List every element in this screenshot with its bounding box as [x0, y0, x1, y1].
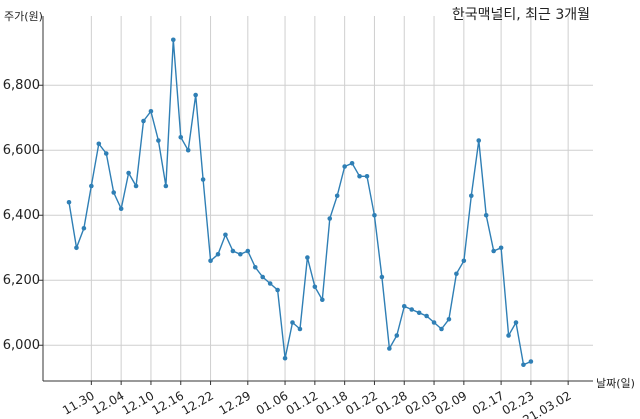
y-tick-label: 6,800 [3, 78, 40, 93]
data-point [148, 108, 154, 114]
data-point [521, 362, 526, 368]
data-point [111, 190, 116, 195]
data-point [230, 248, 236, 254]
data-point [305, 255, 310, 260]
data-point [491, 248, 496, 254]
data-point [506, 333, 511, 338]
data-point [334, 193, 340, 199]
data-point [394, 333, 400, 338]
x-tick-label: 02.17 [470, 388, 507, 417]
x-axis-label: 날짜(일) [596, 376, 635, 390]
data-point [238, 251, 243, 257]
data-point [245, 248, 251, 254]
data-point [469, 193, 474, 199]
data-point [461, 258, 467, 264]
y-axis-label: 주가(원) [4, 10, 43, 23]
data-point [387, 346, 392, 351]
data-point [185, 147, 191, 153]
data-point [513, 320, 519, 325]
data-point [282, 355, 288, 361]
data-point [223, 232, 228, 238]
data-point [312, 284, 318, 290]
data-point [290, 320, 295, 325]
x-tick-label: 11.30 [60, 388, 97, 417]
x-tick-label: 12.29 [217, 388, 254, 417]
x-tick-label: 12.16 [149, 388, 186, 417]
data-point [252, 264, 258, 270]
data-point [267, 281, 273, 286]
data-point [431, 320, 437, 325]
data-point [364, 173, 370, 179]
data-point [446, 316, 452, 322]
data-point [320, 297, 325, 303]
data-point [66, 199, 72, 205]
data-point [141, 118, 146, 124]
data-point [498, 245, 504, 251]
x-tick-label: 12.10 [120, 388, 157, 417]
y-axis-ticks: 6,000 6,200 6,400 6,600 6,800 [3, 78, 43, 353]
y-tick-label: 6,200 [3, 273, 40, 288]
data-point [163, 183, 169, 189]
data-point [200, 177, 206, 182]
data-point [208, 258, 213, 264]
data-point [454, 271, 459, 277]
data-point [81, 225, 87, 231]
data-point [260, 274, 266, 280]
data-point [118, 206, 124, 212]
data-point [483, 212, 489, 218]
data-point [193, 92, 198, 98]
data-point [409, 307, 415, 312]
price-data-points [66, 37, 534, 368]
data-point [439, 326, 444, 332]
data-point [103, 151, 109, 156]
data-point [349, 160, 355, 166]
data-point [74, 245, 79, 251]
data-point [156, 138, 161, 143]
y-tick-label: 6,600 [3, 143, 40, 158]
x-tick-label: 01.12 [284, 388, 321, 417]
data-point [133, 183, 139, 189]
x-tick-label: 01.22 [343, 388, 380, 417]
x-tick-label: 01.18 [313, 388, 350, 417]
y-tick-label: 6,400 [3, 208, 40, 223]
x-tick-label: 12.04 [90, 388, 127, 417]
data-point [401, 303, 407, 309]
y-tick-label: 6,000 [3, 338, 40, 353]
data-point [424, 313, 429, 319]
x-tick-label: 12.22 [179, 388, 216, 417]
data-point [126, 170, 131, 176]
chart-title: 한국맥널티, 최근 3개월 [452, 7, 590, 23]
data-point [275, 287, 280, 293]
data-point [357, 173, 362, 179]
data-point [178, 134, 184, 140]
data-point [416, 310, 422, 316]
data-point [379, 274, 385, 280]
grid-lines [43, 16, 593, 381]
data-point [476, 138, 482, 143]
price-series-line [68, 39, 532, 366]
x-tick-label: 01.28 [373, 388, 410, 417]
data-point [171, 37, 176, 43]
data-point [96, 141, 102, 147]
data-point [342, 164, 347, 169]
data-point [327, 216, 333, 221]
x-tick-label: 02.03 [403, 388, 440, 417]
data-point [528, 359, 534, 364]
data-point [89, 183, 94, 189]
data-point [215, 251, 221, 257]
x-tick-label: 02.09 [433, 388, 470, 417]
x-tick-label: 01.06 [254, 388, 291, 417]
data-point [297, 326, 303, 332]
data-point [372, 212, 377, 218]
